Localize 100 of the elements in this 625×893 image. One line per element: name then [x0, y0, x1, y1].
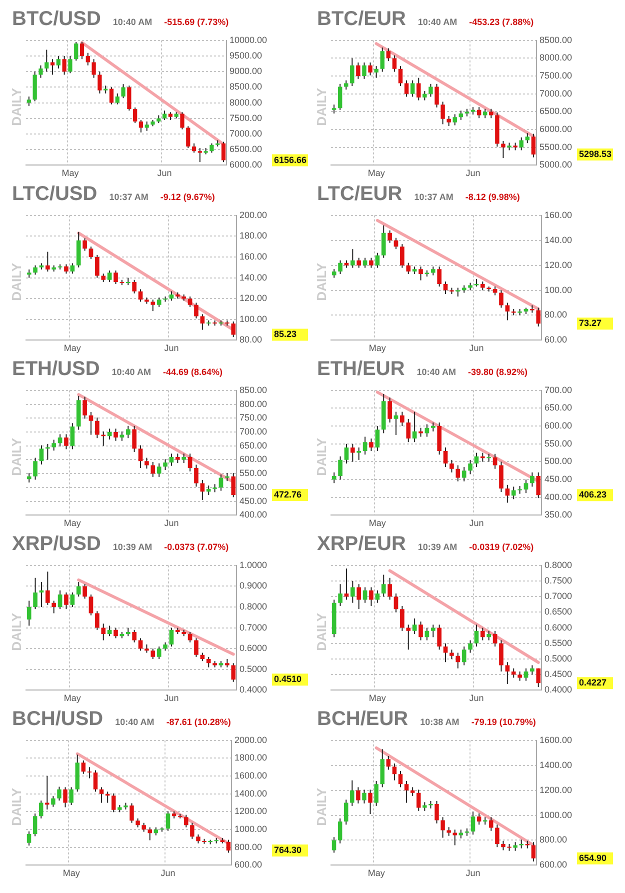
x-tick-label: Jun — [157, 168, 172, 178]
candlestick — [406, 624, 411, 650]
y-tick-label: 600.00 — [539, 860, 567, 870]
y-tick-label: 0.4000 — [239, 684, 268, 695]
candlestick — [362, 257, 368, 268]
candlestick — [536, 668, 541, 688]
y-tick-label: 600.00 — [239, 454, 268, 464]
candlestick — [505, 662, 510, 684]
candlestick — [458, 110, 464, 120]
x-tick-label: Jun — [160, 868, 176, 878]
y-tick-label: 650.00 — [239, 440, 268, 450]
candlestick — [338, 260, 342, 275]
candlestick — [64, 434, 68, 450]
y-tick-label: 1400.00 — [234, 788, 268, 798]
candlestick — [356, 257, 362, 268]
y-tick-label: 2000.00 — [234, 734, 268, 745]
candlestick — [132, 279, 136, 294]
candlestick — [148, 826, 152, 841]
candlestick — [144, 457, 149, 470]
candlestick — [350, 443, 355, 462]
candlestick — [531, 133, 536, 158]
candlestick — [356, 62, 360, 80]
y-tick-label: 160.00 — [544, 210, 572, 220]
chart-title: XRP/USD — [12, 533, 101, 556]
candlestick — [56, 56, 60, 69]
candlestick — [416, 77, 421, 101]
candlestick — [398, 66, 403, 87]
y-tick-label: 500.00 — [239, 482, 268, 492]
text: -79.19 (10.79%) — [471, 717, 536, 727]
candlestick — [518, 485, 522, 494]
candlestick — [163, 458, 168, 470]
candlestick — [400, 411, 404, 427]
candlestick — [381, 574, 386, 598]
y-tick-label: 140.00 — [544, 234, 572, 245]
candlestick — [46, 251, 50, 272]
candlestick — [443, 446, 448, 468]
candlestick — [440, 101, 445, 125]
y-tick-label: 0.6000 — [239, 643, 268, 654]
candlestick — [188, 296, 192, 308]
candlestick — [101, 623, 106, 641]
candlestick — [511, 668, 516, 678]
text: 10:40 AM — [115, 717, 154, 727]
text: 0.4510 — [274, 674, 302, 684]
chart-title: BCH/USD — [12, 708, 104, 731]
x-tick-label: May — [64, 518, 82, 528]
candlestick — [511, 486, 516, 500]
y-tick-label: 5000.00 — [539, 160, 572, 170]
candlestick — [32, 812, 38, 837]
y-tick-label: 0.8000 — [544, 560, 572, 570]
candlestick — [194, 302, 198, 319]
candlestick — [86, 52, 90, 66]
candlestick — [404, 80, 409, 98]
x-tick-label: Jun — [469, 343, 484, 354]
candlestick — [437, 624, 442, 650]
candlestick — [192, 142, 196, 154]
y-tick-label: 800.00 — [234, 842, 262, 852]
candlestick — [369, 438, 374, 452]
candlestick — [406, 418, 411, 443]
candlestick — [536, 472, 541, 499]
y-tick-label: 1600.00 — [539, 734, 572, 745]
candlestick — [50, 58, 55, 76]
chart-title: XRP/EUR — [317, 533, 406, 556]
candlestick — [462, 466, 466, 482]
y-tick-label: 7500.00 — [539, 70, 572, 81]
candlestick — [218, 474, 224, 492]
text: -0.0373 (7.07%) — [164, 542, 229, 552]
candlestick — [406, 262, 411, 275]
candlestick — [150, 648, 156, 660]
candlestick — [52, 600, 56, 614]
candlestick — [150, 299, 156, 312]
candlestick — [476, 106, 482, 119]
text: -515.69 (7.73%) — [164, 17, 229, 27]
y-tick-label: 0.5000 — [239, 664, 268, 674]
x-tick-label: Jun — [466, 168, 480, 178]
candlestick — [198, 148, 202, 163]
candlestick — [87, 766, 92, 779]
candlestick — [480, 627, 485, 641]
candlestick — [51, 796, 56, 808]
candlestick — [206, 485, 211, 496]
candlestick — [112, 792, 116, 813]
y-tick-label: 0.4000 — [544, 684, 572, 695]
x-tick-label: Jun — [466, 868, 480, 878]
candlestick — [186, 126, 190, 149]
candlestick — [499, 640, 504, 672]
candlestick — [176, 453, 180, 464]
candlestick — [33, 264, 38, 276]
text: 654.90 — [579, 852, 607, 863]
y-tick-label: 700.00 — [239, 426, 268, 436]
candlestick — [486, 630, 492, 641]
text: 10:39 AM — [112, 542, 152, 552]
candlestick — [381, 224, 386, 258]
candlestick — [394, 411, 398, 436]
x-tick-label: Jun — [164, 343, 179, 354]
candlestick — [190, 822, 194, 840]
candlestick — [386, 756, 391, 770]
candlestick — [368, 789, 372, 815]
candlestick — [58, 434, 62, 447]
candlestick — [231, 662, 236, 682]
candlestick — [26, 830, 32, 846]
x-tick-label: Jun — [164, 693, 179, 704]
